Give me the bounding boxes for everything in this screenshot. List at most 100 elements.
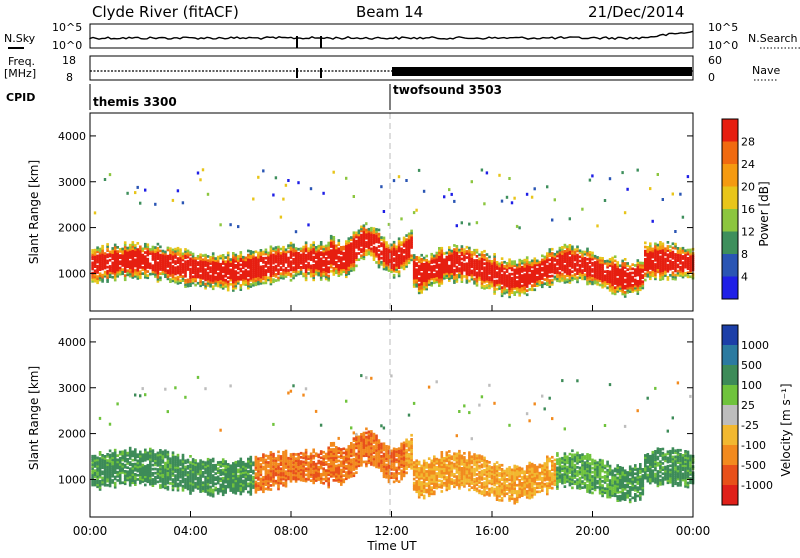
range-gate-cell (305, 449, 308, 452)
range-gate-cell (207, 193, 209, 196)
range-gate-cell (574, 273, 577, 276)
range-gate-cell (194, 482, 197, 485)
range-gate-cell (579, 249, 582, 252)
range-gate-cell (169, 262, 172, 265)
range-gate-cell (468, 223, 470, 226)
range-gate-cell (631, 284, 634, 287)
range-gate-cell (245, 269, 248, 272)
range-gate-cell (541, 267, 544, 270)
range-gate-cell (400, 248, 403, 251)
range-gate-cell (581, 251, 584, 254)
range-gate-cell (506, 196, 508, 199)
range-gate-cell (606, 287, 609, 290)
range-gate-cell (214, 257, 217, 260)
range-gate-cell (217, 476, 220, 479)
range-gate-cell (149, 248, 152, 251)
range-gate-cell (508, 177, 510, 180)
range-gate-cell (644, 246, 647, 249)
range-gate-cell (265, 257, 268, 260)
range-gate-cell (257, 176, 259, 179)
y-tick-label: 2000 (58, 222, 86, 235)
range-gate-cell (637, 169, 639, 172)
range-gate-cell (360, 226, 363, 229)
range-gate-cell (199, 178, 201, 181)
range-gate-cell (554, 276, 557, 279)
range-gate-cell (290, 390, 292, 393)
range-gate-cell (277, 451, 280, 454)
range-gate-cell (96, 246, 99, 249)
range-gate-cell (307, 455, 310, 458)
range-gate-cell (601, 257, 604, 260)
range-gate-cell (137, 474, 140, 477)
range-gate-cell (425, 259, 428, 262)
range-gate-cell (262, 169, 264, 172)
range-gate-cell (317, 466, 320, 469)
range-gate-cell (672, 242, 675, 245)
range-gate-cell (383, 237, 386, 240)
range-gate-cell (624, 258, 627, 261)
range-gate-cell (483, 254, 486, 257)
range-gate-cell (365, 241, 368, 244)
range-gate-cell (101, 471, 104, 474)
range-gate-cell (111, 262, 114, 265)
range-gate-cell (282, 198, 284, 201)
range-gate-cell (687, 249, 690, 252)
range-gate-cell (423, 190, 425, 193)
range-gate-cell (265, 455, 268, 458)
range-gate-cell (250, 456, 253, 459)
range-gate-cell (672, 247, 675, 250)
range-gate-cell (307, 272, 310, 275)
range-gate-cell (182, 275, 185, 278)
range-gate-cell (240, 458, 243, 461)
range-gate-cell (142, 266, 145, 269)
range-gate-cell (192, 275, 195, 278)
range-gate-cell (99, 480, 102, 483)
range-gate-cell (310, 453, 313, 456)
range-gate-cell (667, 253, 670, 256)
range-gate-cell (174, 277, 177, 280)
range-gate-cell (642, 274, 645, 277)
range-gate-cell (267, 266, 270, 269)
range-gate-cell (174, 266, 177, 269)
range-gate-cell (96, 265, 99, 268)
range-gate-cell (240, 268, 243, 271)
range-gate-cell (252, 461, 255, 464)
range-gate-cell (270, 488, 273, 491)
range-gate-cell (551, 279, 554, 282)
range-gate-cell (242, 270, 245, 273)
range-gate-cell (320, 456, 323, 459)
range-gate-cell (219, 255, 222, 258)
range-gate-cell (516, 276, 519, 279)
range-gate-cell (134, 463, 137, 466)
range-gate-cell (483, 250, 486, 253)
range-gate-cell (169, 457, 172, 460)
range-gate-cell (647, 246, 650, 249)
nave-tick-top: 60 (708, 54, 722, 67)
range-gate-cell (338, 460, 341, 463)
range-gate-cell (606, 260, 609, 263)
range-gate-cell (569, 256, 572, 259)
range-gate-cell (584, 251, 587, 254)
range-gate-cell (461, 245, 464, 248)
range-gate-cell (224, 460, 227, 463)
range-gate-cell (594, 261, 597, 264)
range-gate-cell (400, 217, 402, 220)
colorbar-tick-label: 12 (741, 226, 755, 239)
range-gate-cell (262, 466, 265, 469)
range-gate-cell (106, 266, 109, 269)
range-gate-cell (478, 258, 481, 261)
range-gate-cell (393, 257, 396, 260)
range-gate-cell (212, 458, 215, 461)
range-gate-cell (204, 254, 207, 257)
range-gate-cell (458, 249, 461, 252)
range-gate-cell (501, 257, 504, 260)
range-gate-cell (689, 249, 692, 252)
range-gate-cell (237, 460, 240, 463)
range-gate-cell (684, 249, 687, 252)
range-gate-cell (152, 449, 155, 452)
range-gate-cell (343, 478, 346, 481)
range-gate-cell (280, 216, 282, 219)
range-gate-cell (99, 248, 102, 251)
range-gate-cell (219, 429, 221, 432)
range-gate-cell (184, 478, 187, 481)
